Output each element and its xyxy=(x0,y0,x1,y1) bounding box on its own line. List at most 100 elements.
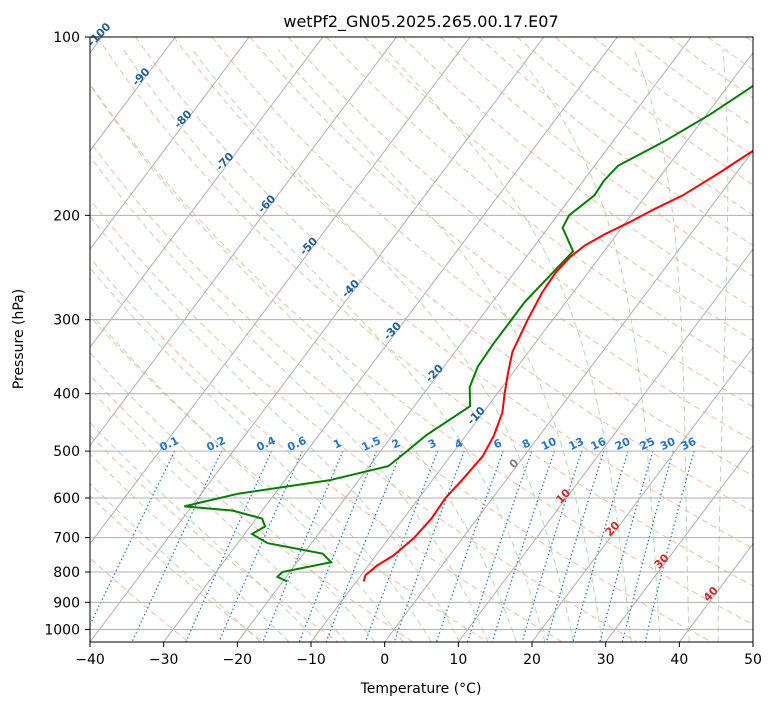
dry-adiabat xyxy=(90,374,414,642)
mixing-ratio-line xyxy=(185,450,273,642)
isotherm-label: -20 xyxy=(423,361,446,385)
mixing-ratio-line xyxy=(131,450,223,642)
temperature-line xyxy=(362,149,753,582)
y-tick-label: 1000 xyxy=(44,622,80,638)
warm-isotherm-label: 10 xyxy=(553,486,573,506)
y-tick-label: 100 xyxy=(53,30,80,46)
moist-adiabat xyxy=(90,482,261,642)
mixing-ratio-line xyxy=(644,450,695,642)
isotherm-line xyxy=(457,248,753,642)
moist-adiabat xyxy=(192,49,575,642)
moist-adiabat xyxy=(90,421,319,642)
y-tick-label: 400 xyxy=(53,387,80,403)
x-tick-label: 0 xyxy=(380,652,389,668)
mixing-ratio-label: 10 xyxy=(539,435,559,453)
dry-adiabat xyxy=(478,37,753,246)
dry-adiabat xyxy=(745,37,753,43)
x-axis-title: Temperature (°C) xyxy=(360,681,482,697)
mixing-ratio-line xyxy=(545,450,605,642)
dry-adiabat xyxy=(516,37,753,216)
x-tick-label: 30 xyxy=(597,652,615,668)
mixing-ratio-label: 16 xyxy=(589,435,609,453)
dry-adiabat xyxy=(554,37,753,186)
mixing-ratio-line xyxy=(325,450,403,642)
plot-frame xyxy=(89,36,754,643)
x-tick-label: 40 xyxy=(670,652,688,668)
mixing-ratio-line xyxy=(466,450,533,642)
moist-adiabat xyxy=(513,49,661,642)
moist-adiabat xyxy=(123,49,546,642)
chart-title: wetPf2_GN05.2025.265.00.17.E07 xyxy=(283,12,558,32)
mixing-ratio-label: 36 xyxy=(679,435,699,453)
mixing-ratio-line xyxy=(521,450,583,642)
dry-adiabat xyxy=(135,37,753,549)
dry-adiabat xyxy=(173,37,753,513)
dry-adiabat xyxy=(90,256,563,642)
mixing-ratio-label: 1 xyxy=(331,436,343,451)
mixing-ratio-line xyxy=(364,450,439,642)
warm-isotherm-label: 30 xyxy=(652,551,672,571)
x-tick-label: 10 xyxy=(449,652,467,668)
mixing-ratio-label: 13 xyxy=(567,435,586,453)
isotherm-label: -100 xyxy=(85,20,114,49)
moist-adiabat xyxy=(277,49,603,642)
dry-adiabat xyxy=(440,37,753,277)
mixing-ratio-label: 8 xyxy=(520,436,532,451)
mixing-ratio-label: 6 xyxy=(491,436,504,451)
y-tick-label: 500 xyxy=(53,444,80,460)
mixing-ratio-line xyxy=(435,450,504,642)
y-tick-label: 700 xyxy=(53,531,80,547)
isotherm-line xyxy=(384,150,753,642)
isotherm-line xyxy=(605,444,753,642)
isotherm-line xyxy=(90,37,250,250)
mixing-ratio-line xyxy=(599,450,654,642)
isotherm-line xyxy=(90,37,545,642)
isotherm-line xyxy=(90,37,471,545)
mixing-ratio-line xyxy=(298,450,378,642)
isotherm-label: -80 xyxy=(171,107,194,131)
y-tick-label: 600 xyxy=(53,491,80,507)
mixing-ratio-line xyxy=(572,450,629,642)
mixing-ratio-label: 30 xyxy=(658,435,678,453)
dewpoint-line xyxy=(184,84,753,583)
background-lines xyxy=(90,37,753,642)
moist-adiabat xyxy=(633,49,690,642)
mixing-ratio-label: 2 xyxy=(390,436,402,451)
moist-adiabat xyxy=(90,311,404,642)
dry-adiabat xyxy=(707,37,753,71)
x-tick-label: −30 xyxy=(149,652,179,668)
mixing-ratio-line xyxy=(262,450,344,642)
dry-adiabat xyxy=(90,83,753,625)
isotherm-line xyxy=(90,37,176,152)
moist-adiabat xyxy=(90,388,347,642)
mixing-ratio-line xyxy=(491,450,555,642)
moist-adiabat xyxy=(90,267,432,642)
dry-adiabat xyxy=(90,315,488,642)
moist-adiabat xyxy=(90,155,489,642)
sounding-lines xyxy=(184,84,753,583)
y-tick-label: 300 xyxy=(53,313,80,329)
x-tick-label: −40 xyxy=(75,652,105,668)
moist-adiabat xyxy=(90,215,461,642)
mixing-ratio-label: 25 xyxy=(638,435,657,453)
dry-adiabat xyxy=(402,37,753,309)
isotherm-line xyxy=(531,346,753,642)
dry-adiabat xyxy=(364,37,753,341)
isotherm-label: -30 xyxy=(381,319,404,343)
dry-adiabat xyxy=(96,37,753,587)
dry-adiabat xyxy=(90,140,712,642)
isotherm-line xyxy=(752,641,753,642)
mixing-ratio-label: 3 xyxy=(426,436,438,451)
moist-adiabat xyxy=(385,49,632,642)
isotherm-line xyxy=(236,37,692,642)
x-tick-label: −10 xyxy=(296,652,326,668)
isotherm-line xyxy=(310,51,753,642)
isotherm-line xyxy=(163,37,618,642)
isotherm-line xyxy=(90,37,397,447)
isotherm-line xyxy=(90,37,324,349)
dry-adiabat xyxy=(287,37,753,408)
dry-adiabat xyxy=(90,198,638,642)
y-axis-title: Pressure (hPa) xyxy=(11,289,27,389)
warm-isotherm-label: 20 xyxy=(603,519,623,539)
